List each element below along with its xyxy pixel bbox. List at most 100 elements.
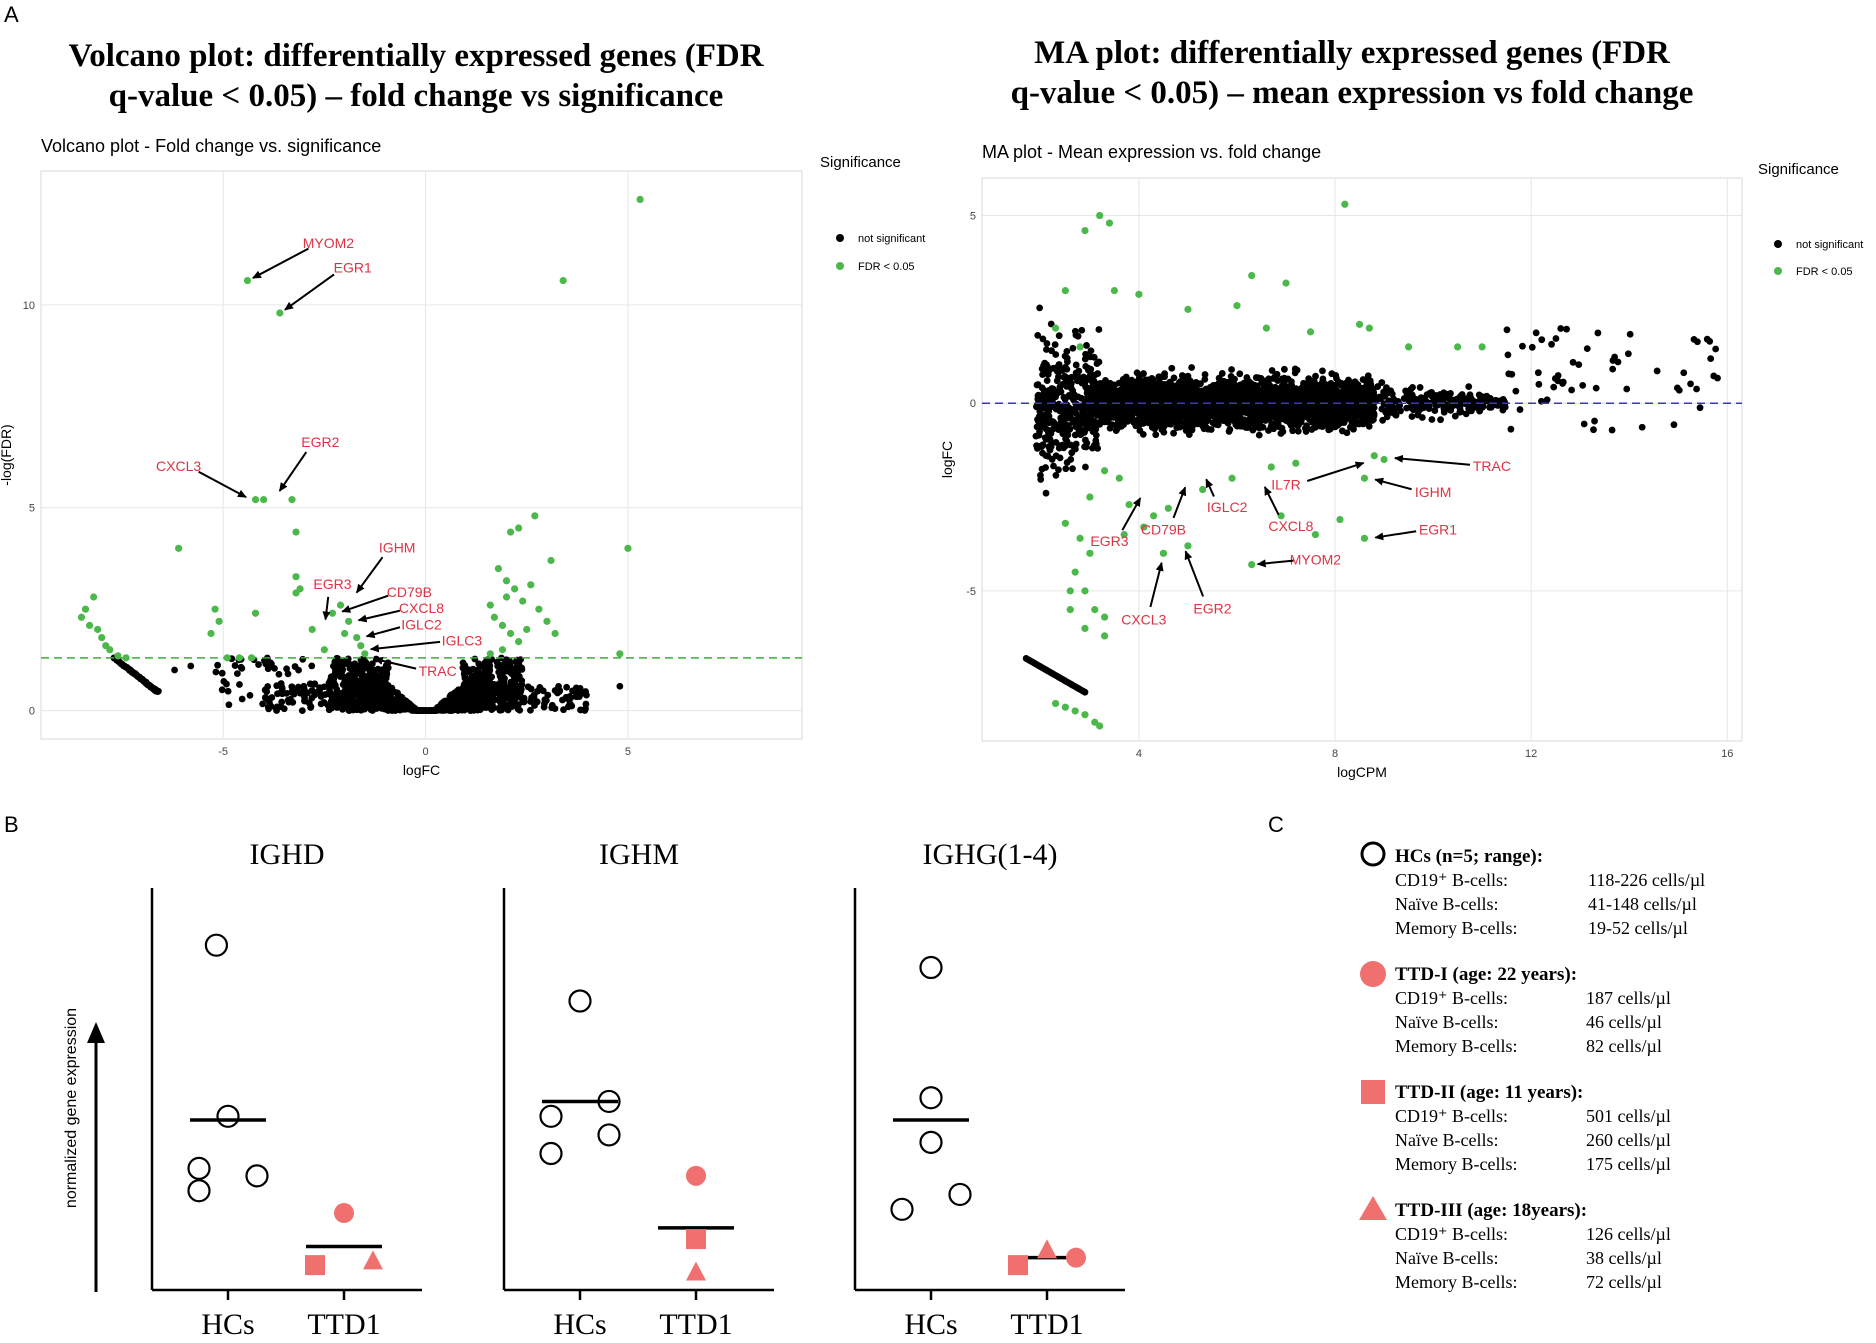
significant-gene-point xyxy=(1100,467,1109,475)
gene-point xyxy=(1538,336,1546,344)
gene-point xyxy=(398,694,406,701)
gene-point xyxy=(1063,459,1071,466)
gene-point xyxy=(515,701,522,709)
gene-point xyxy=(1105,409,1112,416)
gene-point xyxy=(1694,338,1701,346)
hc-sample-point xyxy=(597,1123,621,1147)
panel-b-y-arrowhead xyxy=(87,1022,105,1043)
gene-label-arrow xyxy=(1172,486,1187,519)
significant-gene-point xyxy=(1341,200,1349,208)
gene-point xyxy=(1579,381,1587,389)
gene-label: IGHM xyxy=(379,539,416,555)
gene-point xyxy=(496,694,504,702)
gene-point xyxy=(1431,407,1439,414)
gene-point xyxy=(212,668,220,676)
gene-point xyxy=(1289,427,1297,435)
gene-point xyxy=(1159,400,1167,407)
gene-point xyxy=(1292,409,1300,416)
gene-point xyxy=(548,701,556,709)
gene-point xyxy=(1714,374,1721,382)
significant-gene-point xyxy=(235,654,243,662)
ttd3-sample-triangle xyxy=(1037,1239,1057,1259)
gene-point xyxy=(1268,367,1276,374)
gene-point xyxy=(1052,471,1060,479)
gene-point xyxy=(1308,395,1315,403)
significant-gene-point xyxy=(1125,500,1133,509)
significant-gene-point xyxy=(251,609,260,617)
ttd2-sample-square xyxy=(686,1229,706,1250)
gene-point xyxy=(223,680,230,688)
gene-point xyxy=(1291,365,1299,373)
significant-gene-point xyxy=(247,654,256,662)
gene-point xyxy=(1043,340,1051,347)
gene-point xyxy=(1388,409,1395,416)
x-tick-label: 4 xyxy=(1136,748,1142,760)
significant-gene-point xyxy=(1066,606,1074,614)
gene-point xyxy=(336,667,344,675)
y-tick-label: 5 xyxy=(29,503,35,515)
legend-row-label: Naïve B-cells: xyxy=(1395,894,1498,914)
significant-gene-point xyxy=(1061,519,1069,527)
significant-gene-point xyxy=(1360,474,1369,482)
gene-point xyxy=(224,687,232,695)
gene-label: CXCL3 xyxy=(156,458,201,474)
gene-label: CXCL8 xyxy=(1268,518,1313,534)
hc-sample-point xyxy=(539,1141,563,1166)
gene-point xyxy=(1237,395,1244,402)
gene-point xyxy=(1382,386,1390,394)
gene-point xyxy=(1609,365,1617,373)
gene-point xyxy=(1078,326,1086,334)
gene-point xyxy=(540,703,548,711)
gene-point xyxy=(1303,422,1310,430)
gene-point xyxy=(1170,429,1177,437)
gene-point xyxy=(1066,425,1074,433)
significant-gene-point xyxy=(292,589,300,597)
gene-point xyxy=(1095,326,1103,333)
gene-point xyxy=(1219,416,1226,424)
legend-ttd1-symbol xyxy=(1360,961,1386,987)
gene-point xyxy=(1179,396,1187,404)
significant-gene-point xyxy=(1051,699,1060,708)
gene-point xyxy=(1119,375,1127,383)
y-tick-label: 10 xyxy=(23,300,35,312)
significant-gene-point xyxy=(85,621,94,630)
gene-point xyxy=(1043,361,1050,369)
gene-point xyxy=(1034,381,1042,388)
gene-point xyxy=(1059,409,1067,417)
gene-point xyxy=(1114,391,1122,399)
gene-point xyxy=(1287,394,1294,401)
gene-point xyxy=(1317,396,1325,404)
gene-point xyxy=(1592,384,1600,392)
gene-label: TRAC xyxy=(419,663,457,679)
gene-point xyxy=(475,660,483,668)
significant-gene-point xyxy=(223,654,231,662)
gene-label: CD79B xyxy=(1141,522,1186,538)
x-tick-label: 12 xyxy=(1525,748,1537,760)
gene-point xyxy=(1479,403,1486,411)
gene-point xyxy=(1559,378,1567,386)
legend-group-title: TTD-III (age: 18years): xyxy=(1395,1200,1587,1221)
gene-point xyxy=(1302,428,1310,435)
gene-point xyxy=(1045,412,1053,420)
gene-label: IGLC2 xyxy=(401,616,442,632)
gene-point xyxy=(1466,406,1474,414)
category-label: TTD1 xyxy=(1010,1308,1083,1341)
gene-point xyxy=(560,706,567,714)
gene-point xyxy=(1345,386,1353,394)
gene-point xyxy=(1512,387,1520,395)
significant-gene-point xyxy=(122,654,130,662)
gene-point xyxy=(1159,391,1167,398)
x-tick-label: 16 xyxy=(1721,748,1733,760)
gene-point xyxy=(237,663,245,671)
significant-gene-point xyxy=(211,605,219,613)
gene-point xyxy=(273,682,281,690)
significant-gene-point xyxy=(1150,512,1158,520)
gene-point xyxy=(1346,393,1354,400)
legend-row-value: 82 cells/µl xyxy=(1586,1036,1662,1056)
gene-point xyxy=(1114,410,1122,418)
gene-label-arrow xyxy=(1121,497,1142,531)
gene-point xyxy=(1140,370,1147,377)
gene-point xyxy=(478,671,485,678)
